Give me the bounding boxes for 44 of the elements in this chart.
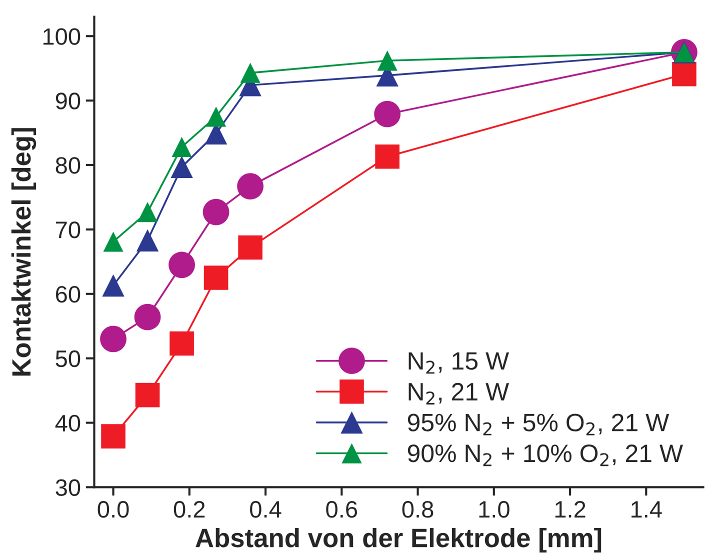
point	[102, 274, 124, 297]
point	[240, 62, 260, 83]
legend-label: N$_{2}$, 21 W	[408, 382, 510, 404]
y-tick-label: 30	[56, 479, 80, 496]
y-tick-label: 50	[56, 350, 80, 368]
point	[134, 304, 161, 330]
point	[237, 173, 264, 200]
legend-label: 90% N$_{2}$ + 10% O$_{2}$, 21 W	[408, 444, 683, 466]
point	[172, 136, 192, 158]
x-tick-label: 0.6	[326, 501, 358, 518]
point	[136, 229, 159, 252]
y-tick-label: 90	[56, 92, 80, 110]
point	[202, 198, 230, 226]
point	[101, 424, 126, 448]
point	[137, 202, 158, 222]
y-axis-title: Kontaktwinkel [deg]	[11, 128, 36, 376]
point	[100, 326, 126, 352]
y-tick-label: 80	[56, 157, 80, 174]
point	[672, 62, 696, 86]
x-tick-label: 0.4	[250, 501, 282, 518]
x-tick-label: 0.2	[174, 501, 205, 518]
point	[374, 100, 401, 128]
point	[170, 156, 193, 178]
point	[377, 50, 398, 71]
y-tick-label: 60	[56, 286, 80, 303]
point	[168, 252, 195, 278]
x-tick-label: 1.2	[555, 501, 586, 518]
y-tick-label: 40	[55, 414, 80, 432]
x-tick-label: 0.0	[98, 501, 129, 518]
point	[238, 235, 262, 260]
x-axis-title: Abstand von der Elektrode [mm]	[196, 528, 602, 553]
x-tick-label: 1.0	[479, 501, 510, 518]
legend-label: N$_{2}$, 15 W	[408, 352, 510, 374]
legend-label: 95% N$_{2}$ + 5% O$_{2}$, 21 W	[408, 414, 670, 436]
point	[103, 232, 124, 252]
point	[375, 144, 400, 169]
x-tick-label: 1.4	[632, 501, 662, 518]
point	[204, 266, 228, 290]
point	[135, 382, 160, 408]
y-tick-label: 100	[43, 28, 80, 45]
point	[170, 331, 194, 356]
x-tick-label: 0.8	[402, 501, 434, 518]
y-tick-label: 70	[56, 222, 80, 238]
point	[206, 106, 226, 127]
